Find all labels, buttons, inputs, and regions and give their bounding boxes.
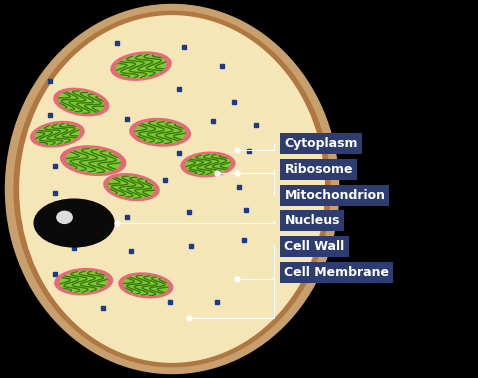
Text: Cell Membrane: Cell Membrane <box>284 266 390 279</box>
Ellipse shape <box>116 54 166 78</box>
Ellipse shape <box>135 120 185 144</box>
Circle shape <box>57 211 72 223</box>
Ellipse shape <box>123 274 169 296</box>
Ellipse shape <box>185 154 231 175</box>
Ellipse shape <box>66 148 120 174</box>
Ellipse shape <box>35 123 80 145</box>
Ellipse shape <box>180 152 236 177</box>
Ellipse shape <box>108 175 155 199</box>
Ellipse shape <box>59 270 108 293</box>
Ellipse shape <box>33 198 115 248</box>
Ellipse shape <box>5 4 339 374</box>
Ellipse shape <box>13 11 331 367</box>
Text: Nucleus: Nucleus <box>284 214 340 227</box>
Text: Ribosome: Ribosome <box>284 163 353 176</box>
Ellipse shape <box>54 268 113 295</box>
Ellipse shape <box>53 88 109 116</box>
Ellipse shape <box>60 145 127 176</box>
Ellipse shape <box>118 272 174 299</box>
Ellipse shape <box>103 173 160 201</box>
Ellipse shape <box>129 118 191 147</box>
Text: Mitochondrion: Mitochondrion <box>284 189 385 201</box>
Text: Cell Wall: Cell Wall <box>284 240 345 253</box>
Ellipse shape <box>19 15 325 363</box>
Ellipse shape <box>110 51 172 81</box>
Text: Cytoplasm: Cytoplasm <box>284 137 358 150</box>
Ellipse shape <box>58 90 104 114</box>
Ellipse shape <box>30 121 85 147</box>
